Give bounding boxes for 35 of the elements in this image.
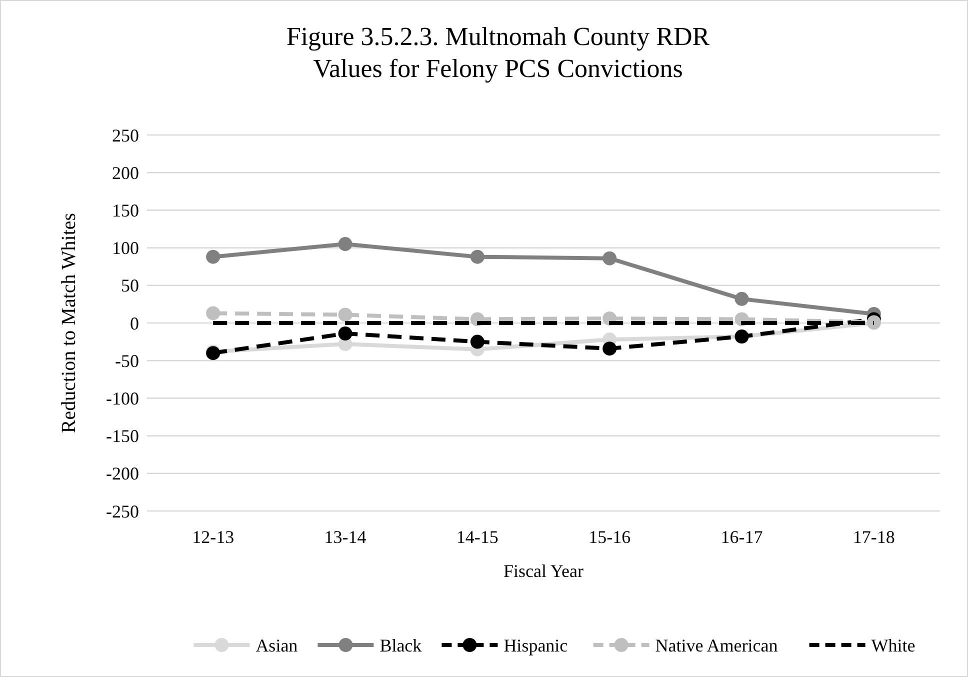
x-tick-label: 14-15	[456, 527, 498, 547]
x-tick-label: 15-16	[588, 527, 631, 547]
y-tick-label: 200	[112, 162, 139, 183]
chart-title: Figure 3.5.2.3. Multnomah County RDR Values for Felony PCS Convictions	[286, 22, 710, 83]
point	[470, 334, 484, 349]
y-tick-label: -200	[106, 464, 139, 484]
y-tick-label: 100	[112, 238, 139, 258]
y-tick-label: 250	[112, 125, 139, 146]
point	[338, 308, 352, 322]
legend-label: Hispanic	[504, 635, 568, 656]
y-tick-label: -100	[106, 388, 139, 408]
x-tick-label: 16-17	[720, 527, 763, 547]
point	[602, 251, 617, 266]
x-tick-label: 13-14	[324, 527, 366, 547]
legend-label: Native American	[655, 635, 778, 656]
legend-label: Asian	[256, 635, 298, 656]
point	[206, 306, 220, 320]
point	[602, 342, 617, 356]
point	[338, 237, 352, 252]
y-axis-title: Reduction to Match Whites	[58, 212, 80, 434]
y-tick-label: -150	[106, 426, 139, 446]
y-tick-label: 150	[112, 200, 139, 220]
y-tick-label: -250	[106, 501, 139, 522]
x-tick-label: 17-18	[852, 527, 895, 547]
point	[734, 292, 749, 306]
legend-label: Black	[380, 635, 422, 656]
y-tick-label: -50	[115, 350, 139, 371]
y-tick-label: 50	[121, 276, 139, 296]
point	[206, 250, 220, 264]
y-tick-label: 0	[130, 313, 139, 334]
x-tick-label: 12-13	[192, 527, 234, 547]
point	[470, 250, 484, 264]
point	[338, 326, 352, 341]
x-axis-title: Fiscal Year	[504, 561, 584, 581]
legend-label: White	[871, 635, 916, 656]
